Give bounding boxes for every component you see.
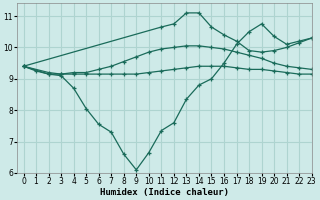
X-axis label: Humidex (Indice chaleur): Humidex (Indice chaleur)	[100, 188, 229, 197]
